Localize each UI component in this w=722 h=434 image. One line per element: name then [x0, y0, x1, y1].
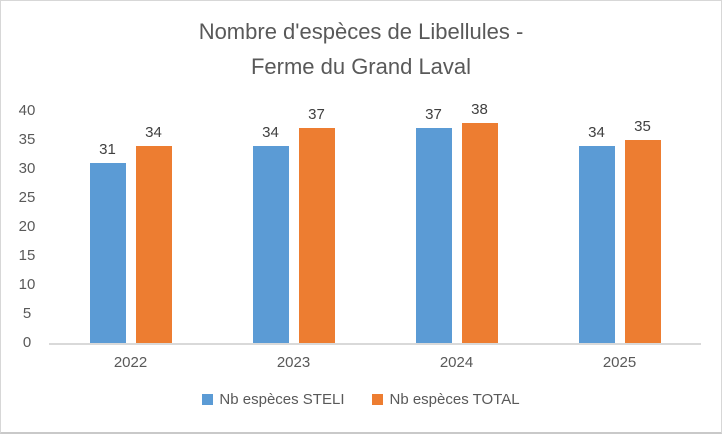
y-tick-label: 30 [18, 160, 36, 177]
bar-steli: 37 [415, 106, 452, 343]
bar-group: 34 35 [538, 111, 701, 343]
chart-title: Nombre d'espèces de Libellules - Ferme d… [1, 14, 721, 84]
chart-title-line-1: Nombre d'espèces de Libellules - [198, 19, 524, 44]
data-label: 34 [262, 123, 279, 141]
data-label: 37 [308, 106, 325, 124]
data-label: 34 [145, 123, 162, 141]
bar-steli: 34 [252, 124, 289, 343]
bar-total: 35 [624, 118, 661, 343]
x-category-label: 2023 [276, 354, 311, 371]
legend-item-total: Nb espèces TOTAL [372, 391, 520, 408]
legend: Nb espèces STELI Nb espèces TOTAL [1, 391, 721, 408]
chart-title-line-2: Ferme du Grand Laval [250, 54, 472, 79]
y-tick-label: 25 [18, 189, 36, 206]
x-category-label: 2024 [439, 354, 474, 371]
legend-swatch-steli-icon [202, 394, 214, 405]
data-label: 38 [471, 100, 488, 118]
y-tick-label: 20 [18, 218, 36, 235]
legend-swatch-total-icon [372, 394, 384, 405]
bar-group: 37 38 [375, 101, 538, 343]
bar-group: 31 34 [49, 111, 212, 343]
legend-label-total: Nb espèces TOTAL [389, 391, 520, 408]
bar-steli: 34 [578, 124, 615, 343]
y-tick-label: 15 [18, 247, 36, 264]
x-category-label: 2022 [113, 354, 148, 371]
bar-total: 37 [298, 106, 335, 343]
data-label: 34 [588, 123, 605, 141]
data-label: 37 [425, 106, 442, 124]
y-tick-label: 5 [22, 305, 32, 322]
bar-total: 34 [135, 124, 172, 343]
bar-steli: 31 [89, 141, 126, 343]
x-axis: 2022 2023 2024 2025 [49, 354, 701, 371]
data-label: 35 [634, 118, 651, 135]
y-tick-label: 40 [18, 102, 36, 119]
legend-label-steli: Nb espèces STELI [219, 391, 345, 408]
plot-area: 31 34 34 37 37 38 34 35 [49, 101, 701, 345]
y-tick-label: 0 [22, 334, 32, 351]
y-tick-label: 35 [18, 131, 36, 148]
bar-group: 34 37 [212, 106, 375, 343]
y-tick-label: 10 [18, 276, 36, 293]
legend-item-steli: Nb espèces STELI [202, 391, 344, 408]
x-category-label: 2025 [602, 354, 637, 371]
data-label: 31 [99, 141, 116, 159]
bar-total: 38 [461, 101, 498, 343]
